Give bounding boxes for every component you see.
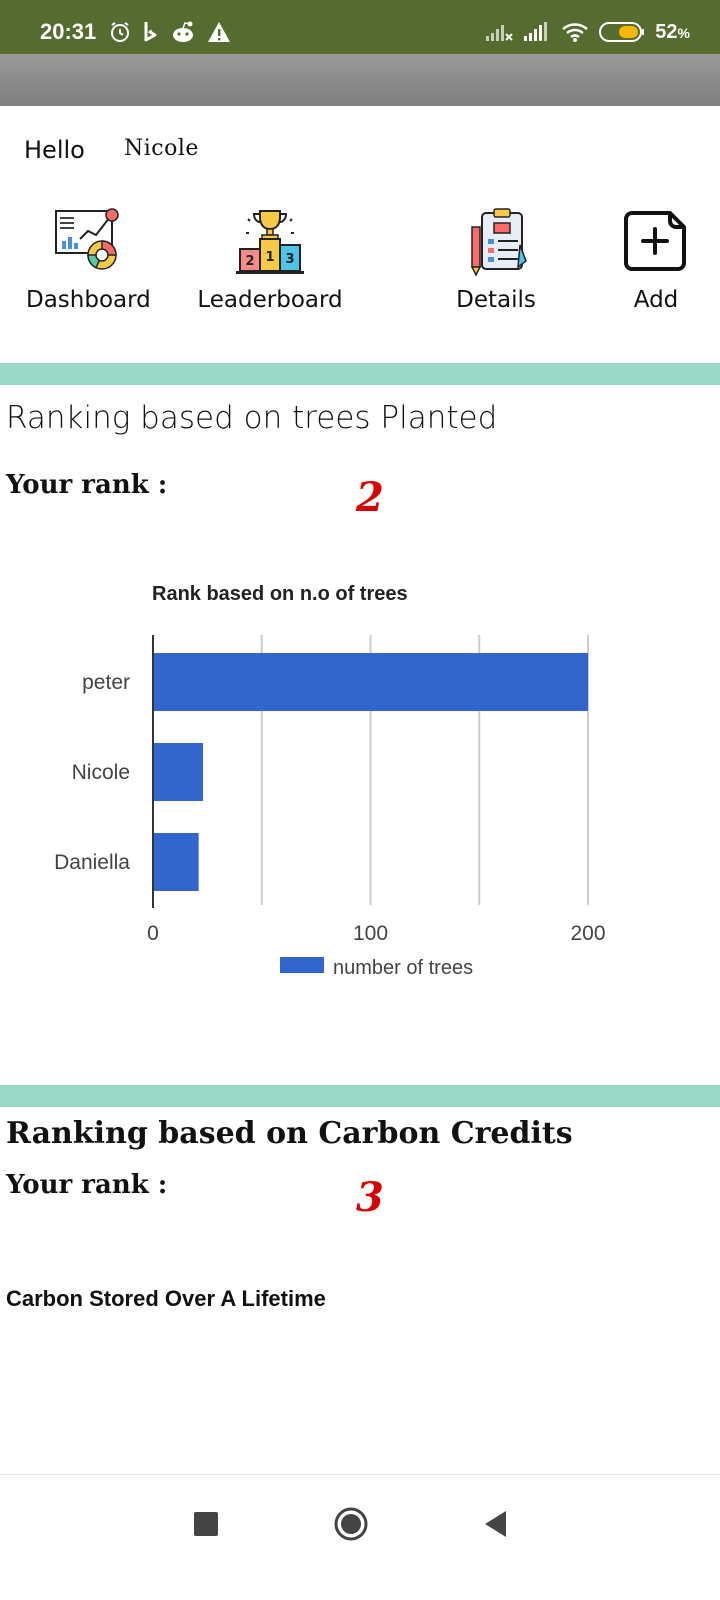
signal-icon xyxy=(524,22,548,41)
dashboard-icon xyxy=(55,208,119,270)
trees-bar-chart: Rank based on n.o of trees peter Nicole Da… xyxy=(54,583,605,979)
category-label: peter xyxy=(82,671,130,694)
status-bar: 20:31 52% xyxy=(0,0,720,54)
system-navigation-bar xyxy=(0,1474,720,1600)
x-tick-label: 0 xyxy=(147,922,159,945)
podium-trophy-icon: 2 1 3 xyxy=(236,210,304,274)
battery-percent: 52% xyxy=(655,20,690,43)
reddit-icon xyxy=(173,21,193,42)
recent-apps-button[interactable] xyxy=(192,1505,220,1543)
greeting-user-name: Nicole xyxy=(124,136,199,161)
nav-dashboard[interactable]: Dashboard xyxy=(26,205,151,313)
nav-add[interactable]: Add xyxy=(618,205,694,313)
nav-details-label: Details xyxy=(456,287,536,313)
status-system-icons: 52% xyxy=(485,20,690,44)
clipboard-icon xyxy=(470,208,527,277)
app-bar xyxy=(0,54,720,106)
category-label: Nicole xyxy=(72,761,130,784)
nav-leaderboard-label: Leaderboard xyxy=(197,287,343,313)
trees-rank-value: 2 xyxy=(356,474,384,521)
status-notification-icons xyxy=(108,20,232,44)
warning-icon xyxy=(208,22,230,42)
bar-nicole xyxy=(153,743,204,801)
wifi-icon xyxy=(562,23,589,42)
back-button[interactable] xyxy=(482,1505,510,1543)
greeting-hello: Hello xyxy=(24,136,85,164)
add-note-icon xyxy=(624,211,686,271)
nav-leaderboard[interactable]: 2 1 3 Leaderboard xyxy=(196,205,344,313)
chart-title: Rank based on n.o of trees xyxy=(152,583,408,605)
legend-label: number of trees xyxy=(333,957,473,979)
carbon-section-title: Ranking based on Carbon Credits xyxy=(6,1116,573,1151)
home-button[interactable] xyxy=(332,1505,370,1543)
section-divider-carbon xyxy=(0,1085,720,1107)
x-tick-label: 200 xyxy=(570,922,605,945)
signal-x-icon xyxy=(486,25,514,41)
nav-details[interactable]: Details xyxy=(452,205,540,313)
trees-rank-label: Your rank : xyxy=(6,470,168,500)
legend-swatch xyxy=(280,957,324,973)
svg-text:3: 3 xyxy=(285,252,294,267)
category-label: Daniella xyxy=(54,851,130,874)
nav-dashboard-label: Dashboard xyxy=(26,287,151,313)
alarm-icon xyxy=(111,22,129,42)
svg-text:2: 2 xyxy=(245,254,254,269)
svg-text:1: 1 xyxy=(265,250,274,265)
bar-peter xyxy=(153,653,588,711)
x-tick-label: 100 xyxy=(353,922,388,945)
nav-add-label: Add xyxy=(633,287,679,313)
trees-section-title: Ranking based on trees Planted xyxy=(6,400,498,436)
section-divider-trees xyxy=(0,363,720,385)
battery-icon xyxy=(599,22,645,42)
carbon-chart-title: Carbon Stored Over A Lifetime xyxy=(6,1286,326,1311)
b-app-icon xyxy=(144,22,157,42)
carbon-rank-label: Your rank : xyxy=(6,1170,168,1200)
status-time: 20:31 xyxy=(40,19,97,44)
main-nav: Dashboard 2 1 3 Leaderboard xyxy=(0,205,720,335)
carbon-rank-value: 3 xyxy=(356,1174,384,1221)
bar-daniella xyxy=(153,833,199,891)
